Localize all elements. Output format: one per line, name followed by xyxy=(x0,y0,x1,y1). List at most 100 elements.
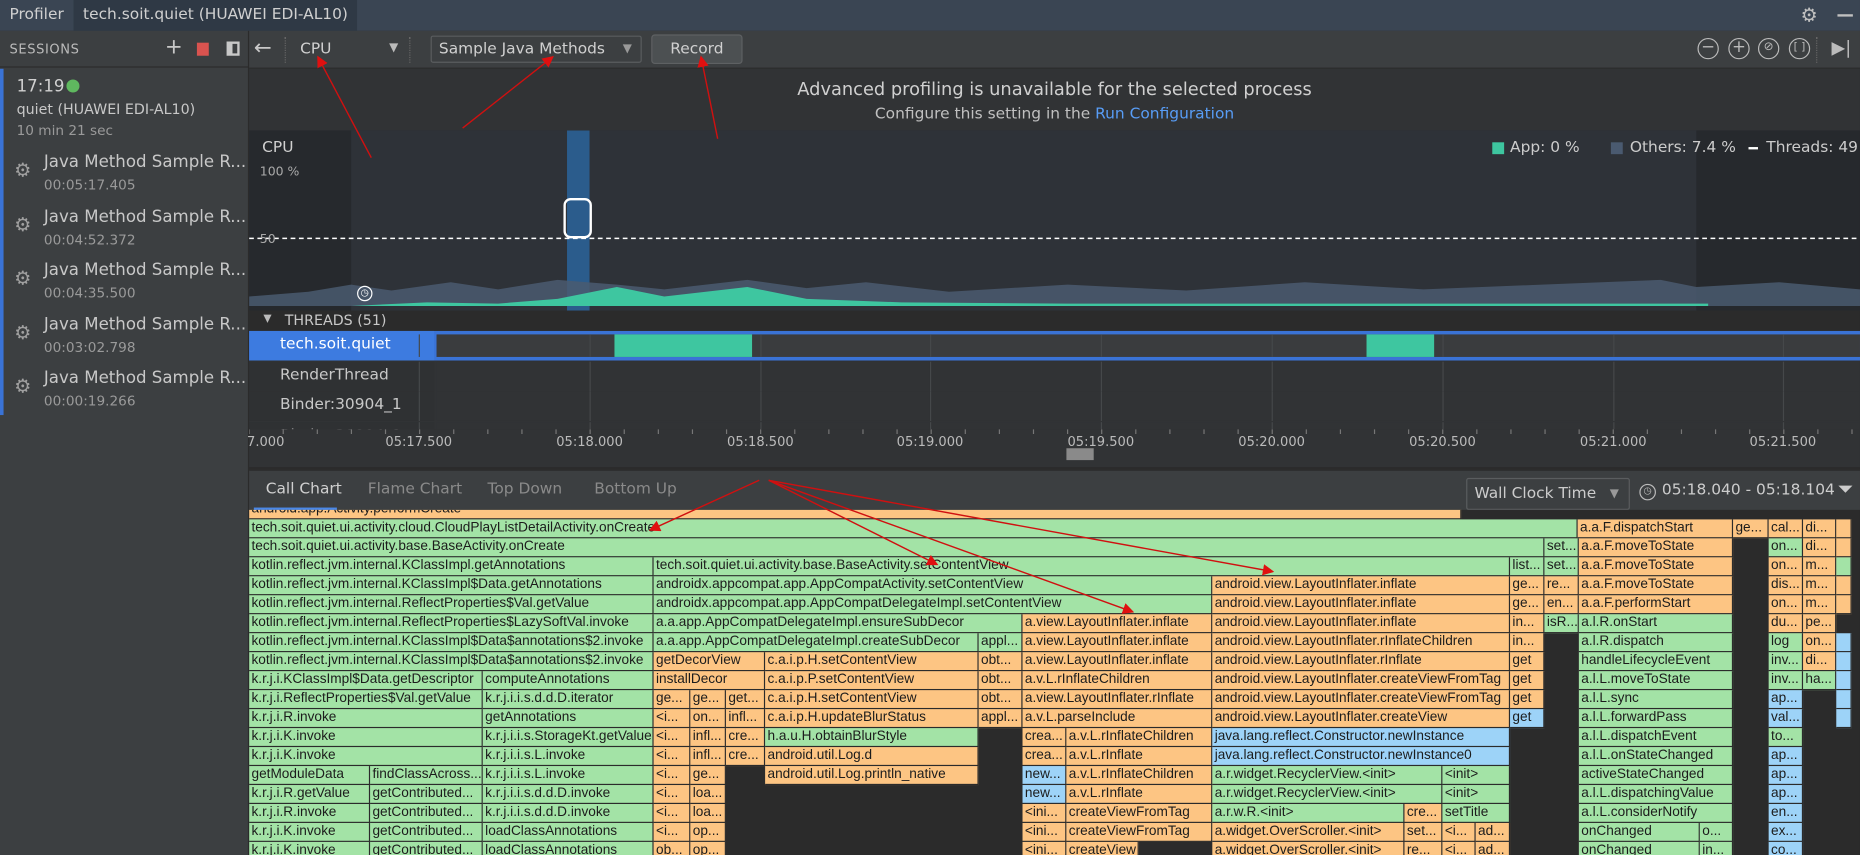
thread-row[interactable]: RenderThread xyxy=(249,361,1860,391)
call-frame[interactable]: kotlin.reflect.jvm.internal.KClassImpl$D… xyxy=(249,652,654,672)
call-frame[interactable]: ge... xyxy=(653,690,691,710)
call-frame[interactable]: android.view.LayoutInflater.createView xyxy=(1212,709,1511,729)
call-frame[interactable]: androidx.appcompat.app.AppCompatActivity… xyxy=(653,576,1213,596)
call-frame[interactable]: <ini... xyxy=(1022,822,1067,842)
call-frame[interactable]: android.view.LayoutInflater.rInflate xyxy=(1212,652,1511,672)
call-frame[interactable] xyxy=(1836,671,1852,691)
filter-icon[interactable]: ⏷ xyxy=(1837,477,1854,502)
cpu-usage-chart[interactable]: CPU 100 % 50 App: 0 % Others: 7.4 % Thre… xyxy=(249,130,1860,311)
call-frame[interactable]: a.v.L.rInflateChildren xyxy=(1022,671,1213,691)
call-frame[interactable]: ge... xyxy=(690,690,726,710)
stop-session-icon[interactable] xyxy=(196,42,209,56)
call-frame[interactable]: <i... xyxy=(653,747,691,767)
call-frame[interactable]: a.view.LayoutInflater.inflate xyxy=(1022,633,1213,653)
tab-flame-chart[interactable]: Flame Chart xyxy=(367,480,463,499)
session-item[interactable]: 17:19 quiet (HUAWEI EDI-AL10) 10 min 21 … xyxy=(0,69,249,147)
call-frame[interactable]: k.r.j.i.K.invoke xyxy=(249,841,371,855)
call-frame[interactable]: <i... xyxy=(653,766,691,786)
call-frame[interactable]: a.a.F.moveToState xyxy=(1578,557,1734,577)
call-frame[interactable]: new... xyxy=(1022,766,1067,786)
call-frame[interactable]: tech.soit.quiet.ui.activity.base.BaseAct… xyxy=(653,557,1511,577)
call-frame[interactable]: ap... xyxy=(1768,785,1804,805)
call-frame[interactable]: a.view.LayoutInflater.rInflate xyxy=(1022,690,1213,710)
add-session-icon[interactable]: + xyxy=(164,34,183,60)
threads-header[interactable]: ▼ THREADS (51) xyxy=(249,310,1860,331)
call-frame[interactable]: k.r.j.i.K.invoke xyxy=(249,747,483,767)
go-to-live-icon[interactable]: ▶| xyxy=(1831,36,1852,59)
call-chart[interactable]: android.app.Activity.performCreatetech.s… xyxy=(249,509,1860,855)
call-frame[interactable]: k.r.j.i.K.invoke xyxy=(249,822,371,842)
call-frame[interactable] xyxy=(1836,538,1852,558)
call-frame[interactable]: <i... xyxy=(653,785,691,805)
collapse-panel-icon[interactable] xyxy=(226,41,240,56)
call-frame[interactable]: op... xyxy=(690,841,726,855)
call-frame[interactable]: c.a.i.p.P.setContentView xyxy=(765,671,979,691)
call-frame[interactable]: to... xyxy=(1768,728,1804,748)
call-frame[interactable]: get xyxy=(1510,690,1545,710)
call-frame[interactable]: onChanged xyxy=(1578,822,1700,842)
call-frame[interactable]: a.widget.OverScroller.<init> xyxy=(1212,841,1405,855)
call-frame[interactable]: getContributed... xyxy=(370,804,483,823)
call-frame[interactable]: di... xyxy=(1803,538,1837,558)
call-frame[interactable]: obt... xyxy=(978,690,1023,710)
call-frame[interactable]: findClassAcross... xyxy=(370,766,483,786)
call-frame[interactable]: set... xyxy=(1404,822,1443,842)
call-frame[interactable]: ad... xyxy=(1475,841,1511,855)
call-frame[interactable]: ob... xyxy=(653,841,691,855)
call-frame[interactable]: <i... xyxy=(653,728,691,748)
call-frame[interactable]: crea... xyxy=(1022,728,1067,748)
call-frame[interactable]: en... xyxy=(1544,595,1579,615)
call-frame[interactable]: appl... xyxy=(978,709,1023,729)
call-frame[interactable]: androidx.appcompat.app.AppCompatDelegate… xyxy=(653,595,1213,615)
call-frame[interactable]: getDecorView xyxy=(653,652,766,672)
call-frame[interactable]: get xyxy=(1510,652,1545,672)
gear-icon[interactable]: ⚙ xyxy=(1800,3,1818,27)
call-frame[interactable]: a.l.L.sync xyxy=(1578,690,1734,710)
call-frame[interactable]: cal... xyxy=(1768,519,1804,539)
call-frame[interactable]: ap... xyxy=(1768,690,1804,710)
call-frame[interactable]: a.a.app.AppCompatDelegateImpl.createSubD… xyxy=(653,633,979,653)
call-frame[interactable]: appl... xyxy=(978,633,1023,653)
call-frame[interactable]: android.view.LayoutInflater.createViewFr… xyxy=(1212,690,1511,710)
call-frame[interactable]: list... xyxy=(1510,557,1545,577)
call-frame[interactable]: <i... xyxy=(653,804,691,823)
call-frame[interactable]: on... xyxy=(690,709,726,729)
tab-process[interactable]: tech.soit.quiet (HUAWEI EDI-AL10) xyxy=(73,0,358,31)
call-frame[interactable]: val... xyxy=(1768,709,1804,729)
call-frame[interactable]: android.view.LayoutInflater.rInflateChil… xyxy=(1212,633,1511,653)
call-frame[interactable]: a.l.L.moveToState xyxy=(1578,671,1734,691)
call-frame[interactable]: c.a.i.p.H.setContentView xyxy=(765,652,979,672)
call-frame[interactable]: java.lang.reflect.Constructor.newInstanc… xyxy=(1212,747,1511,767)
call-frame[interactable]: op... xyxy=(690,822,726,842)
call-frame[interactable]: di... xyxy=(1803,652,1837,672)
record-button[interactable]: Record xyxy=(651,34,743,65)
thread-row[interactable]: Binder:30904_2 xyxy=(249,421,1860,430)
monitor-dropdown[interactable]: CPU ▼ xyxy=(292,36,406,64)
minimize-icon[interactable] xyxy=(1837,14,1853,17)
call-frame[interactable]: a.v.L.rInflateChildren xyxy=(1066,766,1213,786)
call-frame[interactable]: new... xyxy=(1022,785,1067,805)
call-frame[interactable]: a.a.F.dispatchStart xyxy=(1577,519,1734,539)
call-frame[interactable]: kotlin.reflect.jvm.internal.ReflectPrope… xyxy=(249,614,654,634)
call-frame[interactable]: loadClassAnnotations xyxy=(482,841,654,855)
call-frame[interactable]: kotlin.reflect.jvm.internal.ReflectPrope… xyxy=(249,595,654,615)
call-frame[interactable]: getContributed... xyxy=(370,785,483,805)
call-frame[interactable]: du... xyxy=(1768,614,1804,634)
call-frame[interactable]: a.a.F.performStart xyxy=(1578,595,1734,615)
call-frame[interactable]: kotlin.reflect.jvm.internal.KClassImpl$D… xyxy=(249,633,654,653)
call-frame[interactable]: createView xyxy=(1066,841,1139,855)
call-frame[interactable]: a.a.F.moveToState xyxy=(1578,576,1734,596)
call-frame[interactable]: on... xyxy=(1768,595,1804,615)
clock-type-dropdown[interactable]: Wall Clock Time ▼ xyxy=(1466,477,1630,510)
call-frame[interactable]: ge... xyxy=(1733,519,1769,539)
recording-item[interactable]: ⚙ Java Method Sample R... 00:03:02.798 xyxy=(0,309,249,362)
tab-top-down[interactable]: Top Down xyxy=(487,480,563,499)
call-frame[interactable]: inv... xyxy=(1768,652,1804,672)
call-frame[interactable]: obt... xyxy=(978,671,1023,691)
call-frame[interactable]: re... xyxy=(1404,841,1443,855)
call-frame[interactable]: c.a.i.p.H.setContentView xyxy=(765,690,979,710)
call-frame[interactable] xyxy=(1836,690,1852,710)
recording-item[interactable]: ⚙ Java Method Sample R... 00:04:52.372 xyxy=(0,201,249,254)
call-frame[interactable]: a.l.L.dispatchingValue xyxy=(1578,785,1734,805)
call-frame[interactable] xyxy=(1836,652,1852,672)
